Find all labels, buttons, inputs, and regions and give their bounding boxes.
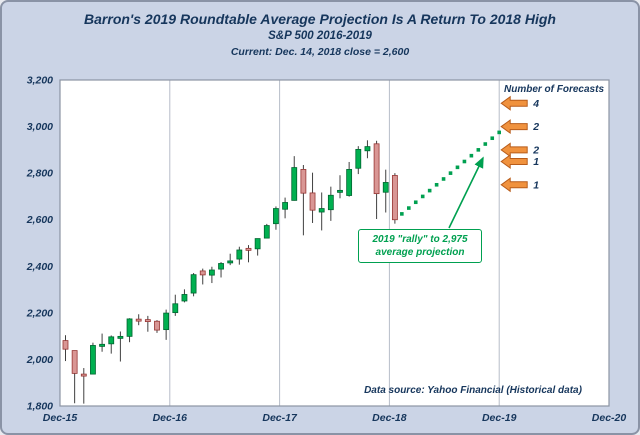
y-axis-label: 3,200: [27, 75, 53, 87]
candle-body: [309, 192, 316, 211]
x-axis-label: Dec-19: [482, 412, 517, 424]
forecast-arrow-icon: [500, 177, 528, 193]
candle-body: [154, 320, 160, 331]
candle-body: [291, 167, 298, 201]
projection-dot: [413, 200, 418, 205]
x-axis-label: Dec-16: [153, 412, 188, 424]
candle-body: [71, 350, 78, 374]
candle-body: [144, 319, 151, 323]
y-axis-label: 2,400: [26, 261, 53, 273]
candle-body: [245, 247, 252, 251]
candle-body: [99, 343, 105, 347]
forecast-count: 1: [533, 156, 539, 168]
forecasts-legend-title: Number of Forecasts: [503, 84, 605, 95]
forecast-count: 2: [532, 121, 539, 133]
y-axis-label: 3,000: [27, 121, 53, 133]
x-axis-label: Dec-18: [372, 412, 407, 424]
candle-body: [364, 146, 371, 152]
candle-body: [327, 194, 334, 211]
candle-body: [126, 318, 133, 337]
candle-body: [282, 202, 288, 210]
annotation-arrow-icon: [448, 156, 484, 229]
candle-body: [135, 318, 142, 322]
candle-body: [346, 169, 353, 196]
candle-body: [199, 270, 206, 276]
projection-dot: [441, 177, 446, 181]
projection-dot: [469, 153, 474, 158]
candle-body: [208, 269, 215, 276]
candle-body: [108, 336, 115, 345]
projection-dot: [434, 182, 439, 187]
x-axis-label: Dec-17: [262, 412, 298, 424]
current-close-note: Current: Dec. 14, 2018 close = 2,600: [230, 46, 410, 58]
candle-body: [163, 312, 170, 331]
projection-dot: [420, 194, 425, 199]
forecast-count: 2: [532, 144, 539, 156]
forecast-count: 4: [532, 98, 539, 110]
candle-body: [181, 294, 188, 302]
candle-body: [190, 274, 197, 294]
candle-body: [172, 303, 179, 314]
annotation-line1: 2019 "rally" to 2,975: [372, 234, 468, 245]
candle-body: [90, 345, 96, 375]
projection-dot: [427, 188, 432, 193]
x-axis-label: Dec-20: [592, 412, 627, 424]
candle-body: [355, 148, 362, 169]
candle-body: [273, 208, 279, 225]
candle-body: [227, 260, 234, 264]
y-axis-label: 2,000: [26, 354, 53, 366]
projection-dot: [476, 148, 481, 152]
x-axis-label: Dec-15: [43, 412, 78, 424]
candle-body: [80, 373, 87, 377]
candle-body: [373, 143, 380, 195]
projection-dot: [406, 206, 411, 210]
forecast-arrow-icon: [500, 95, 528, 111]
projection-annotation: 2019 "rally" to 2,975 average projection: [358, 229, 482, 263]
candle-body: [254, 238, 261, 250]
y-axis-label: 2,600: [26, 214, 53, 226]
forecast-arrow-icon: [500, 119, 528, 135]
plot-area: [60, 80, 609, 406]
y-axis-label: 2,200: [26, 307, 53, 319]
projection-dot: [497, 130, 501, 135]
candle-body: [318, 208, 325, 213]
y-axis-label: 1,800: [27, 401, 53, 413]
data-source-note: Data source: Yahoo Financial (Historical…: [364, 385, 582, 396]
candle-body: [117, 335, 124, 339]
forecast-arrow-icon: [500, 154, 528, 169]
chart-title: Barron's 2019 Roundtable Average Project…: [84, 11, 556, 27]
candle-body: [236, 249, 243, 260]
projection-dot: [448, 171, 453, 175]
candle-body: [62, 340, 69, 350]
plot-border: [59, 79, 610, 407]
chart-subtitle: S&P 500 2016-2019: [268, 30, 372, 42]
candle-body: [337, 189, 343, 193]
candle-body: [391, 175, 398, 221]
candle-body: [218, 263, 224, 270]
projection-dot: [490, 136, 495, 141]
y-axis-label: 2,800: [26, 168, 53, 180]
candle-body: [263, 225, 270, 239]
projection-dot: [400, 212, 404, 216]
candle-body: [382, 182, 389, 193]
annotation-line2: average projection: [375, 247, 465, 258]
projection-dot: [455, 165, 460, 170]
forecast-count: 1: [533, 179, 539, 191]
projection-dot: [483, 142, 488, 146]
projection-dot: [462, 159, 467, 164]
candle-body: [300, 169, 307, 194]
